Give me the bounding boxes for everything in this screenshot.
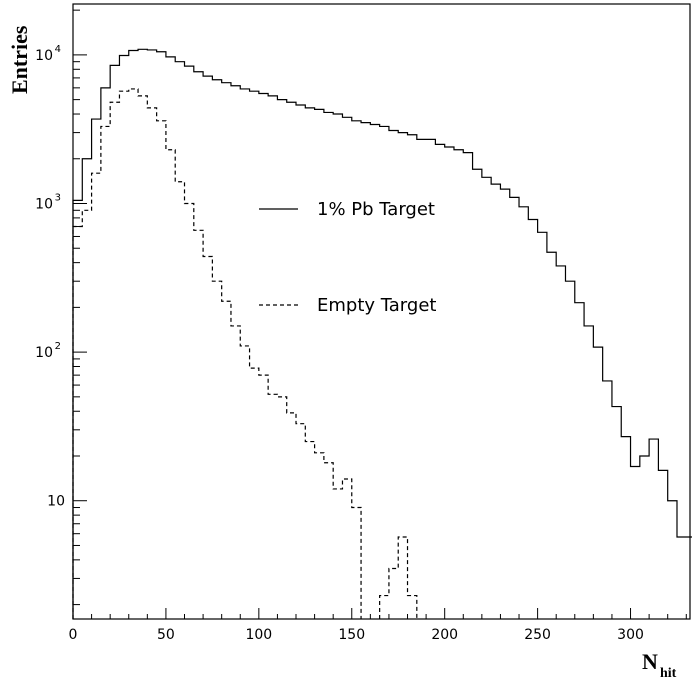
legend: 1% Pb Target Empty Target [259, 199, 436, 316]
y-tick-label: 10 [35, 48, 53, 64]
series-layer [72, 48, 692, 619]
x-axis: 0 50 100 150 200 250 300 [69, 608, 687, 643]
x-tick-label: 0 [69, 627, 78, 643]
svg-text:hit: hit [660, 666, 677, 681]
series-pb-target [72, 48, 692, 619]
x-tick-label: 150 [338, 627, 365, 643]
y-tick-exponent: 2 [55, 341, 61, 352]
x-tick-label: 250 [524, 627, 551, 643]
x-tick-label: 200 [431, 627, 458, 643]
legend-label: 1% Pb Target [317, 199, 435, 220]
y-tick-exponent: 4 [55, 44, 61, 55]
y-tick-label: 10 [35, 345, 53, 361]
series-empty-target [72, 88, 418, 619]
x-tick-label: 300 [617, 627, 644, 643]
x-axis-title: N hit [642, 649, 677, 681]
y-tick-exponent: 3 [55, 192, 61, 203]
x-tick-label: 100 [245, 627, 272, 643]
y-tick-label: 10 [47, 494, 65, 510]
svg-text:N: N [642, 649, 658, 674]
x-tick-label: 50 [157, 627, 175, 643]
y-axis-title: Entries [7, 25, 32, 94]
legend-label: Empty Target [317, 295, 436, 316]
y-tick-label: 10 [35, 196, 53, 212]
